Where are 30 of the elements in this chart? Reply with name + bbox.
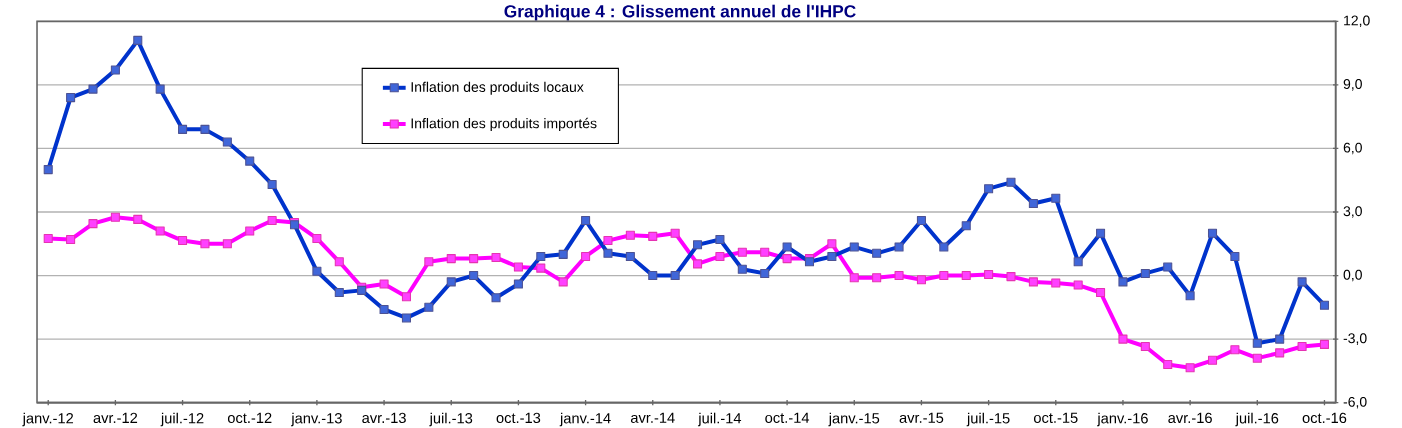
- y-tick-label: 0,0: [1343, 269, 1362, 282]
- y-tick-label: 3,0: [1343, 206, 1362, 218]
- x-tick-label: oct.-15: [1033, 412, 1078, 423]
- y-tick-label: 12,0: [1344, 15, 1370, 28]
- x-tick-label: oct.-14: [765, 412, 810, 423]
- x-tick-label: avr.-15: [899, 412, 944, 423]
- x-tick-label: juil.-13: [429, 412, 473, 427]
- x-tick-label: juil.-14: [697, 412, 742, 427]
- x-tick-label: janv.-15: [828, 412, 880, 427]
- x-tick-label: avr.-16: [1168, 412, 1212, 424]
- x-tick-label: avr.-14: [630, 412, 675, 423]
- legend-label: Inflation des produits locaux: [411, 81, 584, 95]
- x-tick-label: juil.-16: [1235, 412, 1279, 427]
- y-tick-label: -3,0: [1343, 333, 1367, 345]
- x-tick-label: janv.-14: [559, 412, 611, 427]
- x-tick-label: oct.-13: [496, 412, 541, 424]
- y-tick-label: -6,0: [1343, 396, 1367, 409]
- legend-label: Inflation des produits importés: [411, 117, 597, 132]
- x-tick-label: janv.-16: [1097, 412, 1148, 427]
- x-tick-label: janv.-12: [22, 412, 74, 427]
- y-tick-label: 9,0: [1343, 79, 1362, 91]
- chart-title: Graphique 4 : Glissement annuel de l'IHPC: [504, 4, 856, 21]
- x-tick-label: oct.-16: [1302, 412, 1347, 424]
- x-tick-label: avr.-12: [93, 412, 138, 424]
- y-tick-label: 6,0: [1343, 142, 1362, 155]
- x-tick-label: juil.-12: [160, 412, 204, 427]
- x-tick-label: janv.-13: [291, 412, 342, 427]
- x-tick-label: juil.-15: [966, 412, 1010, 427]
- x-tick-label: avr.-13: [362, 412, 406, 424]
- x-tick-label: oct.-12: [227, 412, 272, 424]
